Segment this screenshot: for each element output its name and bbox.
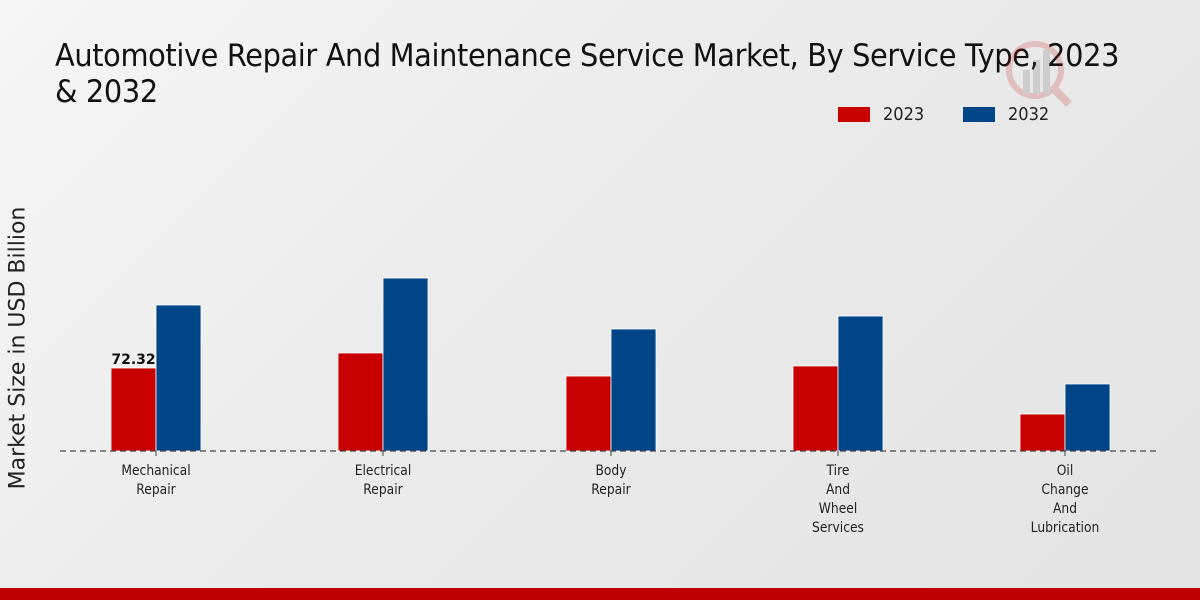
bar-2032-0: [155, 304, 202, 452]
x-tick-label-line: Wheel: [819, 501, 858, 517]
x-tick-label-line: And: [826, 482, 850, 498]
data-label: 72.32: [111, 352, 155, 368]
legend-label-2032: 2032: [1007, 104, 1050, 125]
x-tick-label-2: Body Repair: [591, 463, 631, 498]
legend-item-2032: 2032: [962, 104, 1054, 125]
legend-swatch-2023: [838, 107, 870, 122]
legend-item-2023: 2023: [838, 104, 929, 125]
x-tick-label-4: Oil Change And Lubrication: [1031, 463, 1100, 536]
legend-label-2023: 2023: [883, 104, 925, 125]
bar-2023-0: [110, 367, 157, 452]
x-tick-label-line: Lubrication: [1031, 520, 1100, 536]
x-tick-label-line: Body: [595, 463, 626, 479]
x-tick-label-3: Tire And Wheel Services: [812, 463, 864, 536]
x-tick-label-line: Repair: [591, 482, 631, 498]
x-tick-label-line: Oil: [1057, 463, 1074, 479]
bar-2023-1: [337, 352, 384, 452]
bar-2032-2: [610, 328, 657, 452]
x-tick-label-line: Change: [1041, 482, 1088, 498]
x-tick-label-line: Services: [812, 520, 864, 536]
bar-2032-3: [837, 315, 884, 452]
x-tick-label-line: Repair: [363, 482, 403, 498]
bar-2023-3: [792, 365, 839, 452]
x-tick-label-line: Repair: [136, 482, 176, 498]
chart-title: Automotive Repair And Maintenance Servic…: [55, 38, 1120, 110]
x-tick-label-0: Mechanical Repair: [121, 463, 190, 498]
footer-bar: [0, 588, 1200, 600]
x-tick-label-line: And: [1053, 501, 1077, 517]
bar-2023-4: [1019, 413, 1066, 452]
bar-2032-1: [382, 277, 429, 452]
legend: 2023 2032: [838, 104, 1088, 125]
x-tick-label-1: Electrical Repair: [355, 463, 412, 498]
bar-2032-4: [1064, 383, 1111, 452]
x-tick-label-line: Tire: [826, 463, 850, 479]
bar-2023-2: [565, 375, 612, 452]
watermark-logo-icon: [1006, 41, 1072, 107]
x-tick-label-line: Electrical: [355, 463, 412, 479]
legend-swatch-2032: [962, 107, 995, 122]
x-tick-label-line: Mechanical: [121, 463, 190, 479]
